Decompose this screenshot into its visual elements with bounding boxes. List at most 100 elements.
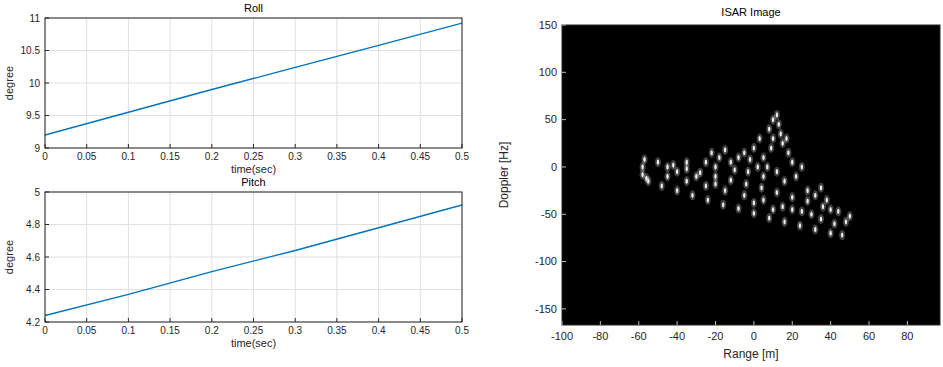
grid-line — [45, 115, 462, 116]
scatter-point — [693, 171, 699, 181]
scatter-point — [805, 196, 811, 206]
scatter-point — [782, 217, 788, 227]
point-glow — [716, 152, 722, 162]
point-glow — [643, 173, 649, 183]
x-tick-label: 0.45 — [411, 151, 431, 162]
point-core — [737, 206, 739, 211]
point-core — [710, 150, 712, 155]
x-tick — [677, 321, 678, 325]
x-tick-label: -20 — [708, 330, 724, 342]
scatter-point — [797, 221, 803, 231]
y-tick-label: 100 — [539, 66, 557, 78]
scatter-point — [722, 145, 728, 155]
scatter-point — [766, 124, 772, 134]
x-tick — [420, 318, 421, 322]
x-tick — [86, 144, 87, 148]
point-glow — [774, 188, 780, 198]
scatter-point — [824, 195, 830, 205]
point-glow — [789, 157, 795, 167]
y-tick-label: -50 — [541, 208, 557, 220]
point-glow — [780, 202, 786, 212]
y-tick-label: 4.4 — [26, 284, 40, 295]
x-tick — [462, 318, 463, 322]
scatter-point — [764, 162, 770, 172]
point-core — [785, 136, 787, 141]
point-core — [753, 211, 755, 216]
point-glow — [760, 152, 766, 162]
point-glow — [783, 134, 789, 144]
y-axis-label: degree — [3, 66, 15, 100]
point-glow — [665, 162, 671, 172]
grid-line — [45, 83, 462, 84]
point-glow — [789, 205, 795, 215]
point-core — [781, 141, 783, 146]
point-core — [722, 202, 724, 207]
point-glow — [713, 179, 719, 189]
scatter-point — [659, 181, 665, 191]
x-tick — [907, 321, 908, 325]
x-tick — [295, 318, 296, 322]
point-core — [766, 164, 768, 169]
scatter-point — [757, 134, 763, 144]
x-tick — [253, 318, 254, 322]
scatter-point — [751, 198, 757, 208]
x-tick-label: 0.15 — [160, 325, 180, 336]
point-core — [760, 185, 762, 190]
x-tick-label: 0.35 — [327, 151, 347, 162]
scatter-point — [793, 171, 799, 181]
x-tick-label: 0.45 — [411, 325, 431, 336]
x-tick — [378, 318, 379, 322]
scatter-point — [799, 206, 805, 216]
scatter-point — [831, 219, 837, 229]
point-glow — [703, 181, 709, 191]
grid-line — [45, 289, 462, 290]
point-core — [780, 131, 782, 136]
point-glow — [774, 167, 780, 177]
x-tick — [562, 321, 563, 325]
point-core — [718, 155, 720, 160]
point-glow — [741, 148, 747, 158]
scatter-point — [770, 205, 776, 215]
y-tick-label: 10.5 — [21, 45, 41, 56]
scatter-point — [759, 183, 765, 193]
point-core — [801, 164, 803, 169]
point-core — [724, 188, 726, 193]
scatter-point — [684, 176, 690, 186]
point-glow — [659, 181, 665, 191]
scatter-point — [812, 190, 818, 200]
point-glow — [693, 171, 699, 181]
point-glow — [824, 195, 830, 205]
x-tick-label: 0.1 — [121, 325, 135, 336]
point-glow — [799, 162, 805, 172]
point-core — [762, 174, 764, 179]
x-tick-label: 0.5 — [455, 151, 469, 162]
point-core — [747, 169, 749, 174]
scatter-point — [789, 192, 795, 202]
point-core — [820, 216, 822, 221]
scatter-point — [703, 181, 709, 191]
point-glow — [799, 206, 805, 216]
point-core — [791, 207, 793, 212]
y-tick — [562, 72, 566, 73]
point-core — [776, 169, 778, 174]
grid-line — [45, 50, 462, 51]
point-core — [772, 136, 774, 141]
scatter-point — [665, 171, 671, 181]
scatter-point — [705, 195, 711, 205]
point-core — [676, 188, 678, 193]
y-tick — [45, 148, 49, 149]
x-tick — [45, 318, 46, 322]
y-tick — [562, 119, 566, 120]
point-core — [641, 164, 643, 169]
point-glow — [768, 143, 774, 153]
scatter-point — [736, 152, 742, 162]
x-tick-label: 0.3 — [288, 325, 302, 336]
point-core — [686, 179, 688, 184]
x-tick-label: -100 — [551, 330, 573, 342]
point-glow — [770, 205, 776, 215]
x-tick — [753, 321, 754, 325]
scatter-point — [716, 152, 722, 162]
point-glow — [805, 186, 811, 196]
y-tick-label: -150 — [535, 303, 557, 315]
point-core — [757, 164, 759, 169]
